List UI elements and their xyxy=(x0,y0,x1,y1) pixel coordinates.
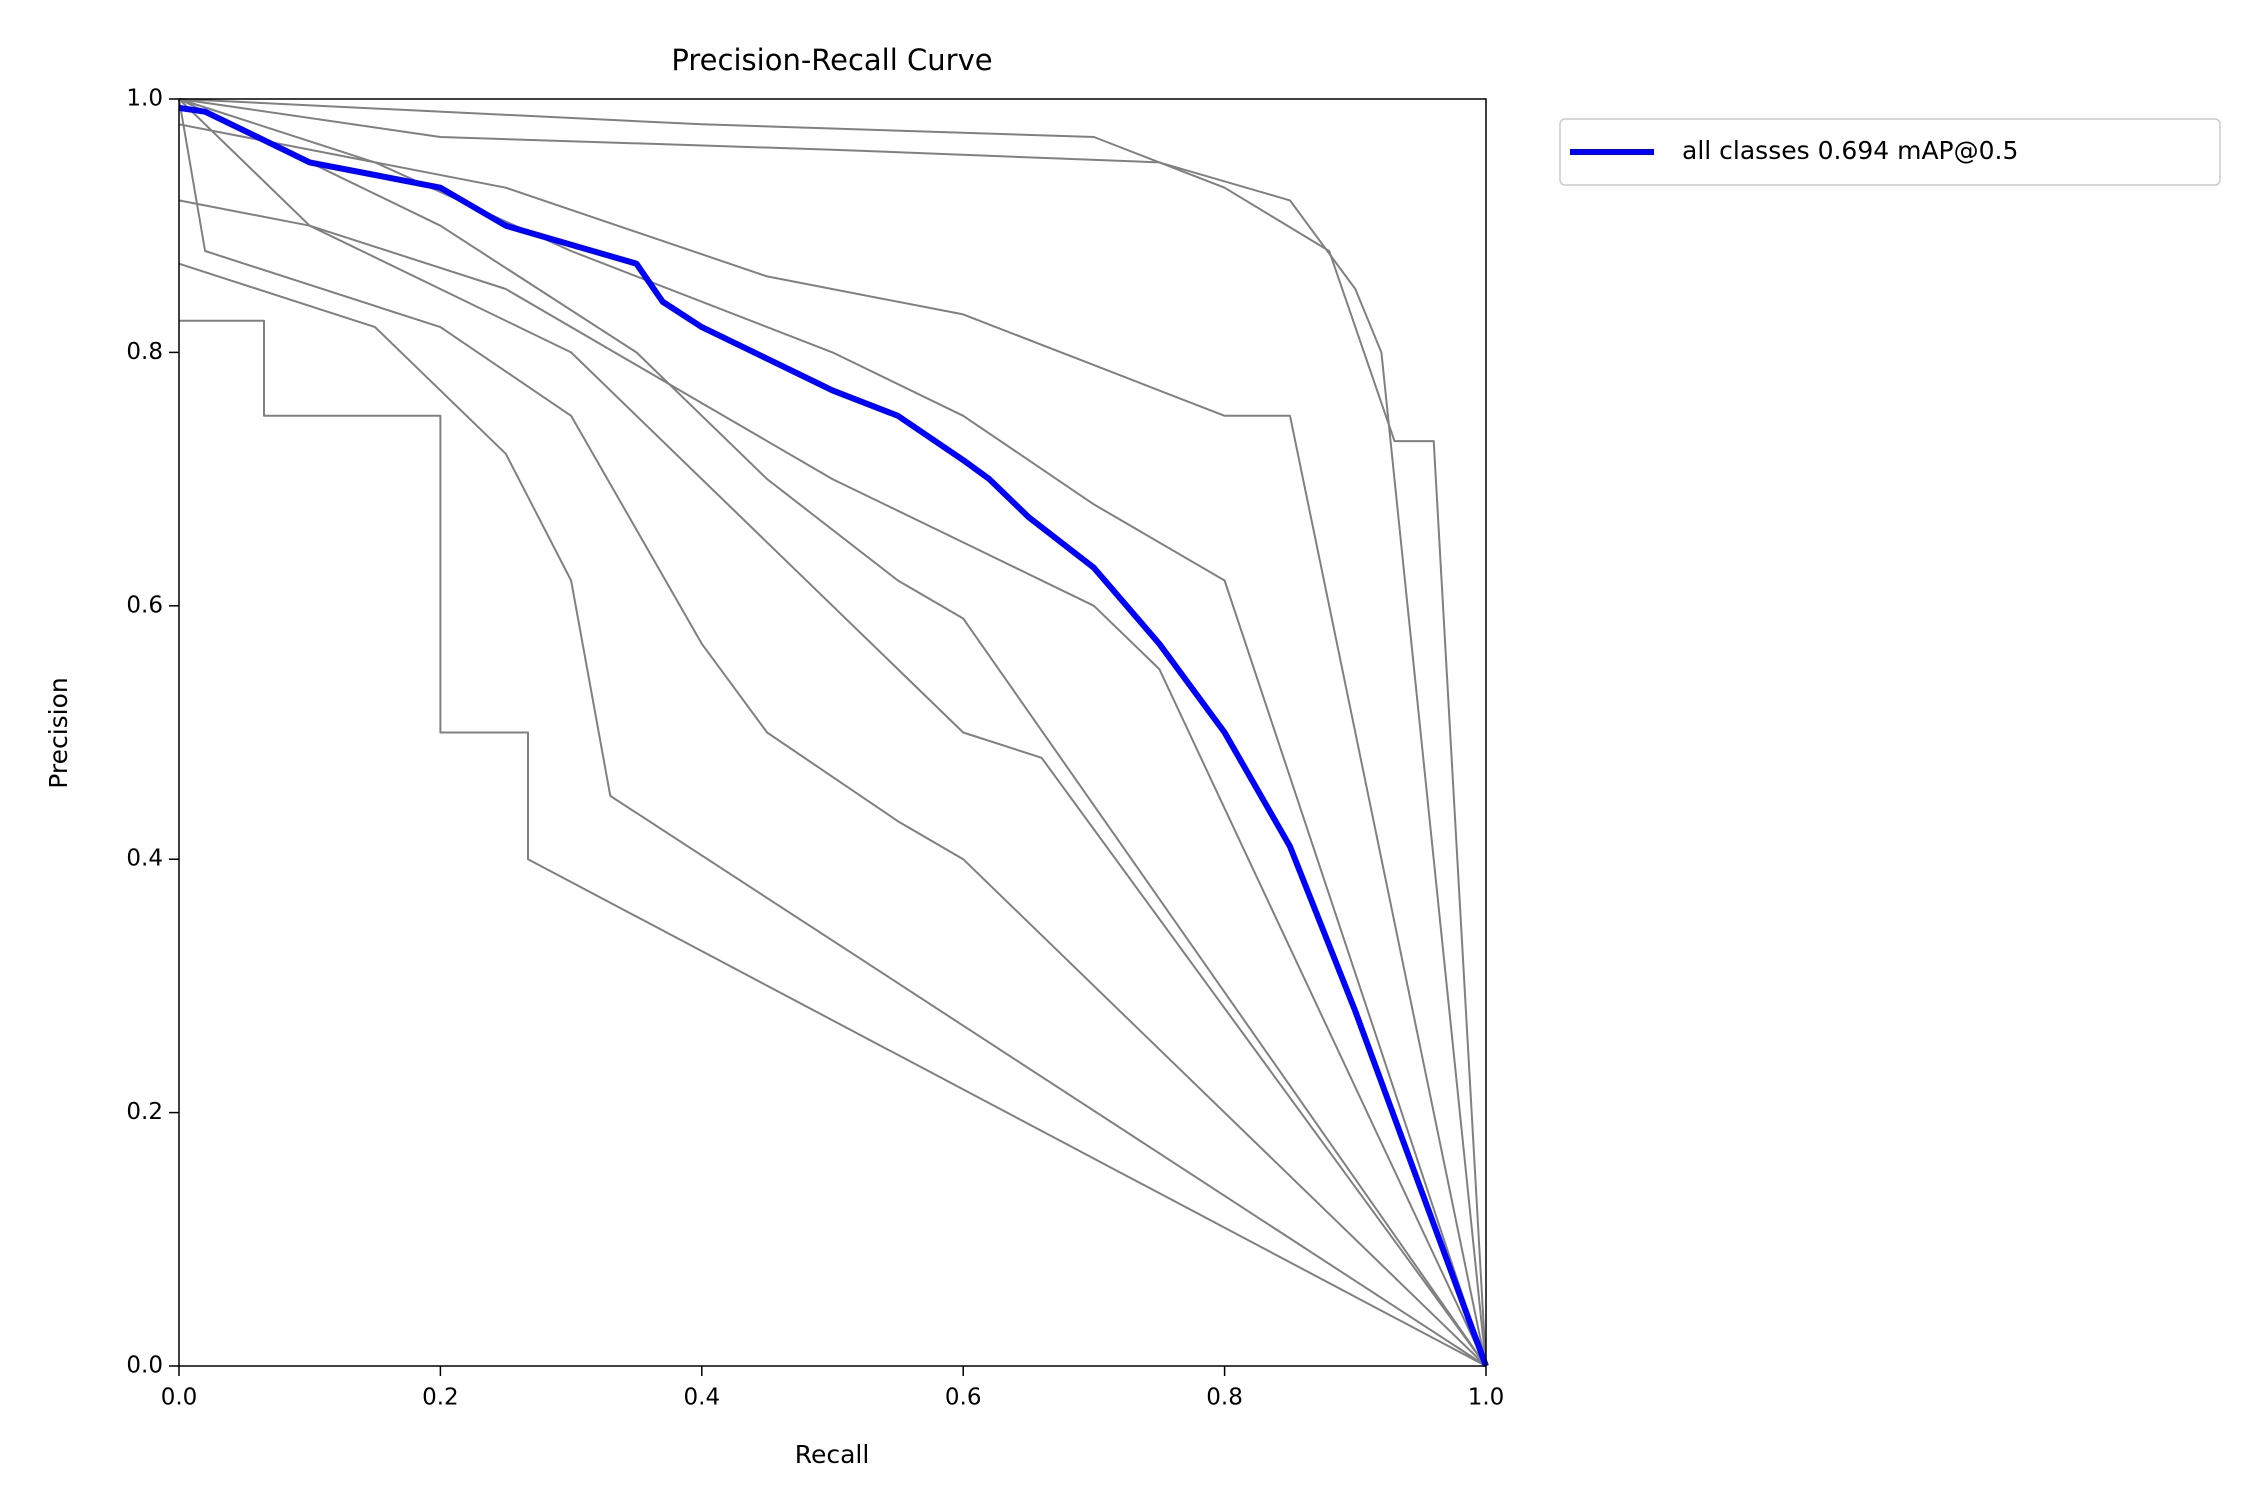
x-tick-label: 0.0 xyxy=(161,1385,198,1411)
y-tick-label: 0.2 xyxy=(126,1099,163,1125)
x-tick-label: 1.0 xyxy=(1468,1385,1505,1411)
x-tick-label: 0.2 xyxy=(422,1385,459,1411)
pr-curve-class xyxy=(179,319,1487,1367)
y-axis-label: Precision xyxy=(44,677,73,789)
pr-curve-class xyxy=(178,262,1487,1367)
plot-frame xyxy=(178,98,1487,1367)
pr-curve-class xyxy=(178,98,1487,1367)
pr-curve-class xyxy=(178,98,1487,1367)
y-tick-label: 0.0 xyxy=(126,1353,163,1379)
pr-curve-class xyxy=(178,123,1487,1367)
pr-curve-class xyxy=(178,98,1487,1367)
y-tick-label: 1.0 xyxy=(126,86,163,112)
pr-curve-class xyxy=(178,199,1487,1367)
pr-curve-class xyxy=(178,98,1487,1367)
pr-curve-class xyxy=(178,98,1487,1367)
y-tick-label: 0.4 xyxy=(126,846,163,872)
x-tick-label: 0.6 xyxy=(945,1385,982,1411)
x-tick-label: 0.8 xyxy=(1206,1385,1243,1411)
y-tick-label: 0.6 xyxy=(126,592,163,618)
chart-title: Precision-Recall Curve xyxy=(671,43,992,77)
legend-label: all classes 0.694 mAP@0.5 xyxy=(1682,136,2018,165)
x-axis-label: Recall xyxy=(795,1440,870,1469)
pr-curve-class xyxy=(178,98,1487,1367)
y-tick-label: 0.8 xyxy=(126,339,163,365)
x-tick-label: 0.4 xyxy=(684,1385,721,1411)
pr-curve-all xyxy=(178,104,1489,1368)
legend-box xyxy=(1559,118,2221,186)
